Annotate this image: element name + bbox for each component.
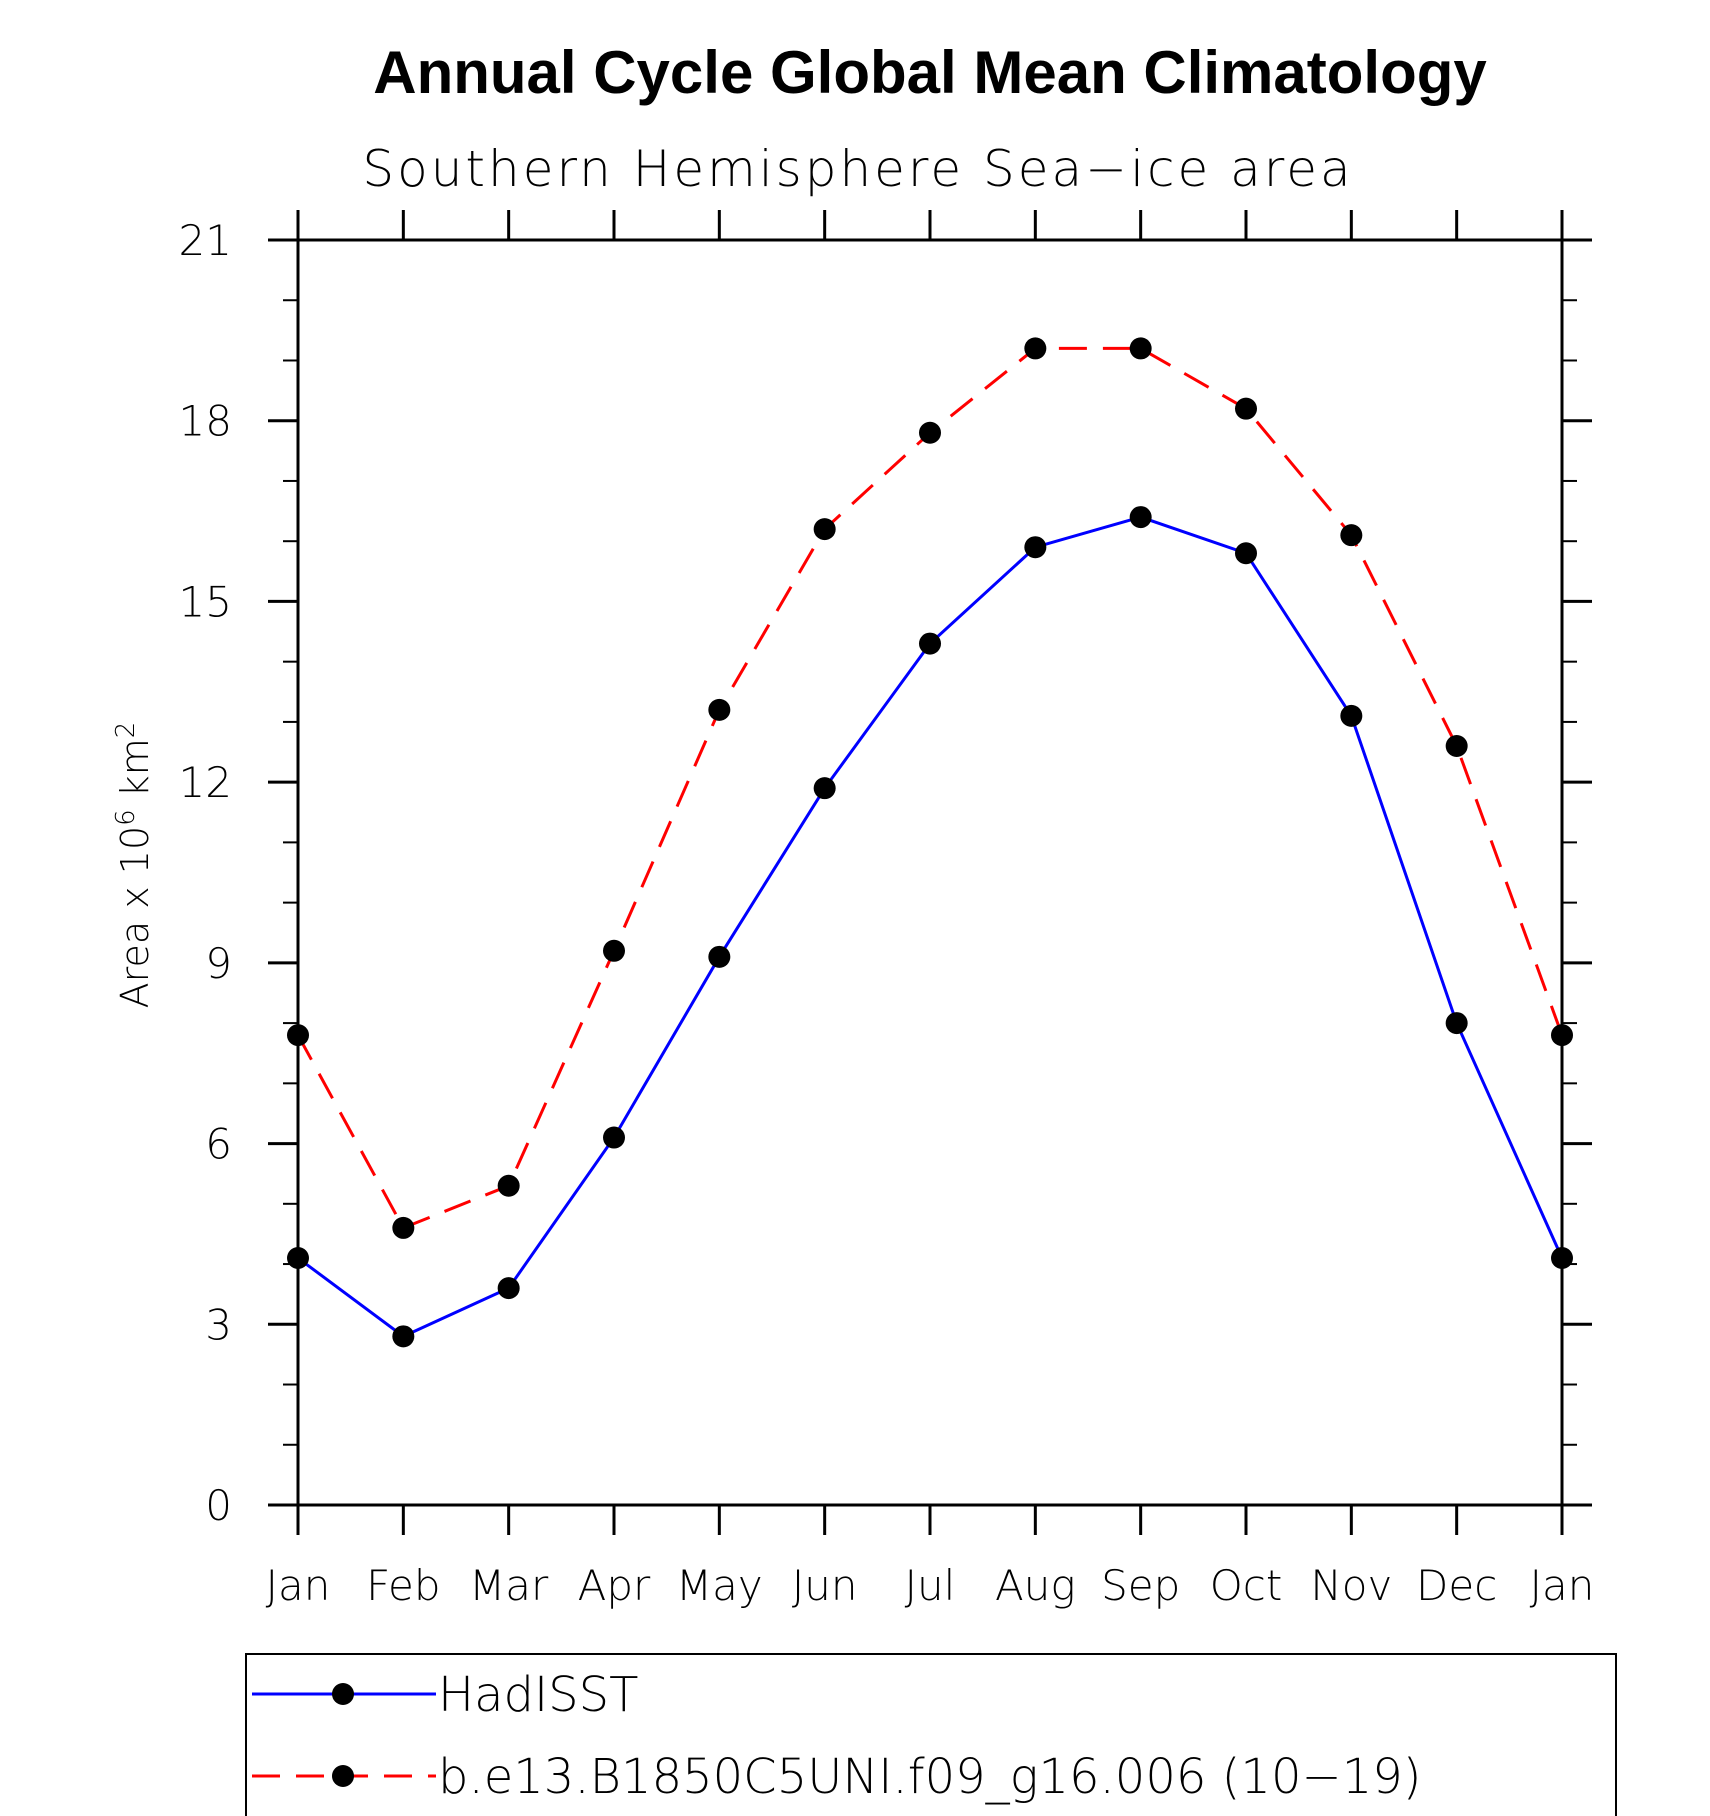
x-tick-label: Apr — [578, 1561, 651, 1610]
series-point — [919, 632, 941, 655]
series-point — [287, 1247, 309, 1270]
series-point — [392, 1216, 415, 1239]
x-tick-label: Aug — [995, 1561, 1076, 1610]
y-axis-label-exp2: 2 — [111, 722, 141, 739]
x-tick-labels: Jan Feb Mar Apr May Jun Jul Aug Sep Oct Nov Dec Jan — [266, 1561, 1595, 1610]
x-tick-label: Jan — [1530, 1561, 1595, 1610]
series-point — [1024, 337, 1047, 360]
series-point — [1551, 1247, 1573, 1270]
series-point — [1445, 735, 1468, 757]
series-point — [1340, 524, 1363, 547]
series-point — [1129, 337, 1152, 360]
y-axis-label: Area x 106 km2 — [111, 722, 157, 1009]
series-layer — [287, 337, 1573, 1348]
series-point — [1235, 397, 1257, 420]
series-point — [813, 777, 836, 800]
series-point — [1445, 1012, 1468, 1035]
series-point — [919, 421, 941, 444]
y-axis-label-exp1: 6 — [111, 809, 141, 826]
chart-subtitle: Southern Hemisphere Sea−ice area — [362, 140, 1353, 198]
y-tick-labels: 0 3 6 9 12 15 18 21 — [179, 216, 232, 1530]
x-tick-label: Sep — [1101, 1561, 1180, 1610]
series-point — [1340, 704, 1363, 727]
series-point — [708, 698, 731, 721]
series-point — [603, 1126, 625, 1149]
x-tick-label: Jan — [266, 1561, 331, 1610]
y-axis-label-mid: km — [113, 738, 157, 809]
chart-title: Annual Cycle Global Mean Climatology — [373, 39, 1487, 106]
y-tick-label: 3 — [205, 1300, 232, 1349]
legend-marker — [332, 1683, 354, 1705]
series-0 — [287, 506, 1573, 1348]
legend-box — [245, 1653, 1617, 1816]
y-tick-label: 6 — [205, 1120, 232, 1169]
x-tick-label: Nov — [1310, 1561, 1392, 1610]
series-point — [287, 1024, 309, 1047]
legend-marker — [332, 1765, 354, 1787]
y-tick-label: 9 — [205, 939, 232, 988]
series-point — [497, 1277, 520, 1300]
series-point — [708, 945, 731, 968]
series-1 — [287, 337, 1573, 1239]
series-point — [1551, 1024, 1573, 1047]
y-tick-label: 12 — [179, 758, 232, 807]
y-tick-label: 0 — [205, 1481, 232, 1530]
y-tick-label: 15 — [179, 577, 232, 626]
x-tick-label: Jul — [905, 1561, 956, 1610]
y-tick-label: 18 — [179, 397, 232, 446]
x-tick-label: Dec — [1416, 1561, 1497, 1610]
series-point — [1129, 506, 1152, 529]
axes — [268, 210, 1592, 1535]
x-tick-label: Feb — [366, 1561, 440, 1610]
series-point — [1235, 542, 1257, 565]
legend-label: b.e13.B1850C5UNI.f09_g16.006 (10−19) — [438, 1749, 1422, 1805]
svg-text:Area x 106 km2: Area x 106 km2 — [111, 722, 157, 1009]
series-point — [497, 1174, 520, 1197]
x-tick-label: Mar — [469, 1561, 549, 1610]
series-point — [392, 1325, 415, 1348]
series-point — [813, 518, 836, 541]
legend-label: HadISST — [438, 1667, 638, 1723]
legend: HadISST b.e13.B1850C5UNI.f09_g16.006 (10−… — [245, 1653, 1617, 1816]
series-point — [603, 939, 625, 962]
series-point — [1024, 536, 1047, 559]
x-tick-label: Jun — [792, 1561, 858, 1610]
x-tick-label: Oct — [1210, 1561, 1283, 1610]
y-tick-label: 21 — [179, 216, 232, 265]
x-tick-label: May — [676, 1561, 763, 1610]
series-line — [296, 346, 1564, 1230]
y-axis-label-base: Area x 10 — [113, 826, 157, 1008]
